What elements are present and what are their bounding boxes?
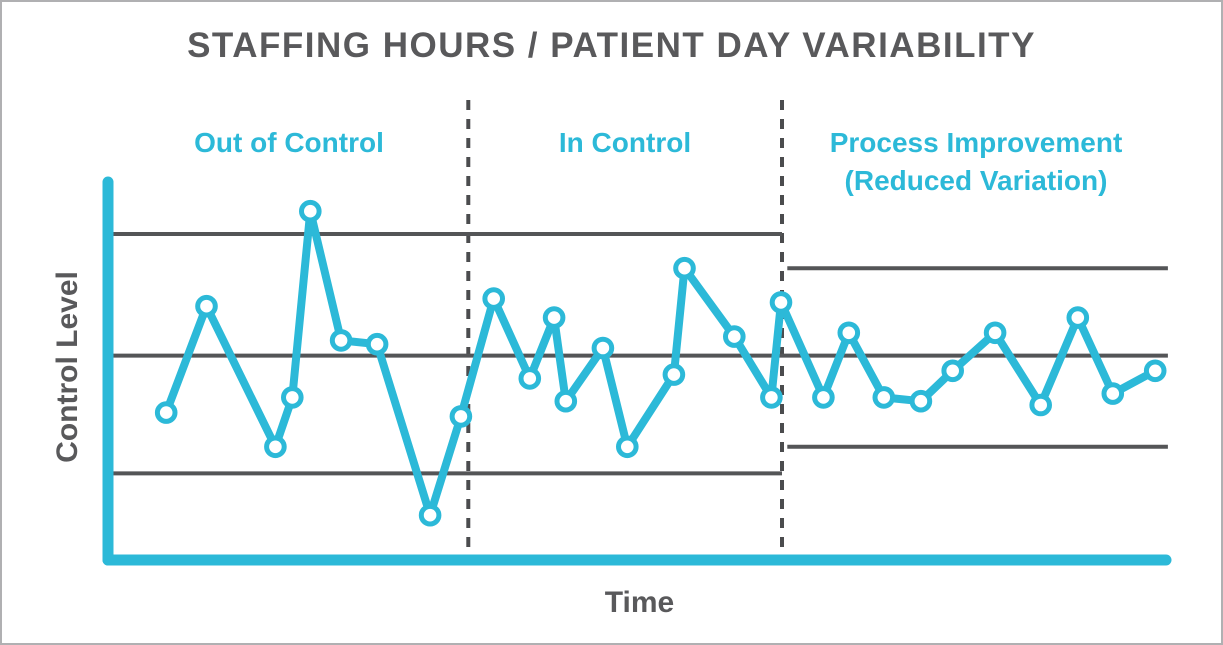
data-point-marker (365, 332, 389, 356)
data-point-marker (281, 386, 304, 409)
data-point-marker (1029, 393, 1052, 417)
data-point-marker (1101, 382, 1125, 405)
data-point-marker (1066, 306, 1090, 329)
data-point-marker (418, 503, 442, 527)
section-label-in-control: In Control (558, 127, 692, 158)
data-point-marker (616, 435, 639, 459)
data-point-marker (329, 329, 353, 352)
x-axis-label: Time (604, 586, 675, 619)
data-point-marker (264, 435, 287, 459)
data-point-marker (195, 294, 218, 318)
section-label-process-improvement: Process Improvement (Reduced Variation) (829, 127, 1123, 196)
data-point-marker (1143, 359, 1167, 383)
data-point-marker (941, 359, 965, 383)
data-point-marker (299, 199, 322, 223)
data-point-marker (518, 367, 542, 390)
data-point-marker (673, 256, 696, 280)
data-point-marker (154, 401, 178, 424)
data-point-marker (837, 321, 861, 345)
data-point-marker (909, 389, 933, 413)
data-point-marker (542, 306, 566, 329)
data-point-marker (554, 389, 578, 413)
data-point-marker (983, 321, 1007, 345)
data-point-marker (760, 386, 783, 409)
data-point-marker (872, 386, 896, 409)
data-point-marker (723, 325, 746, 348)
data-point-marker (769, 291, 793, 314)
data-point-marker (662, 363, 686, 386)
data-point-marker (812, 386, 835, 409)
chart-title: STAFFING HOURS / PATIENT DAY VARIABILITY (187, 26, 1036, 65)
y-axis-label: Control Level (51, 271, 84, 463)
data-point-marker (591, 336, 615, 360)
section-label-out-of-control: Out of Control (194, 127, 384, 158)
data-point-marker (449, 405, 473, 428)
data-point-marker (482, 287, 506, 310)
series-line (162, 207, 1160, 520)
